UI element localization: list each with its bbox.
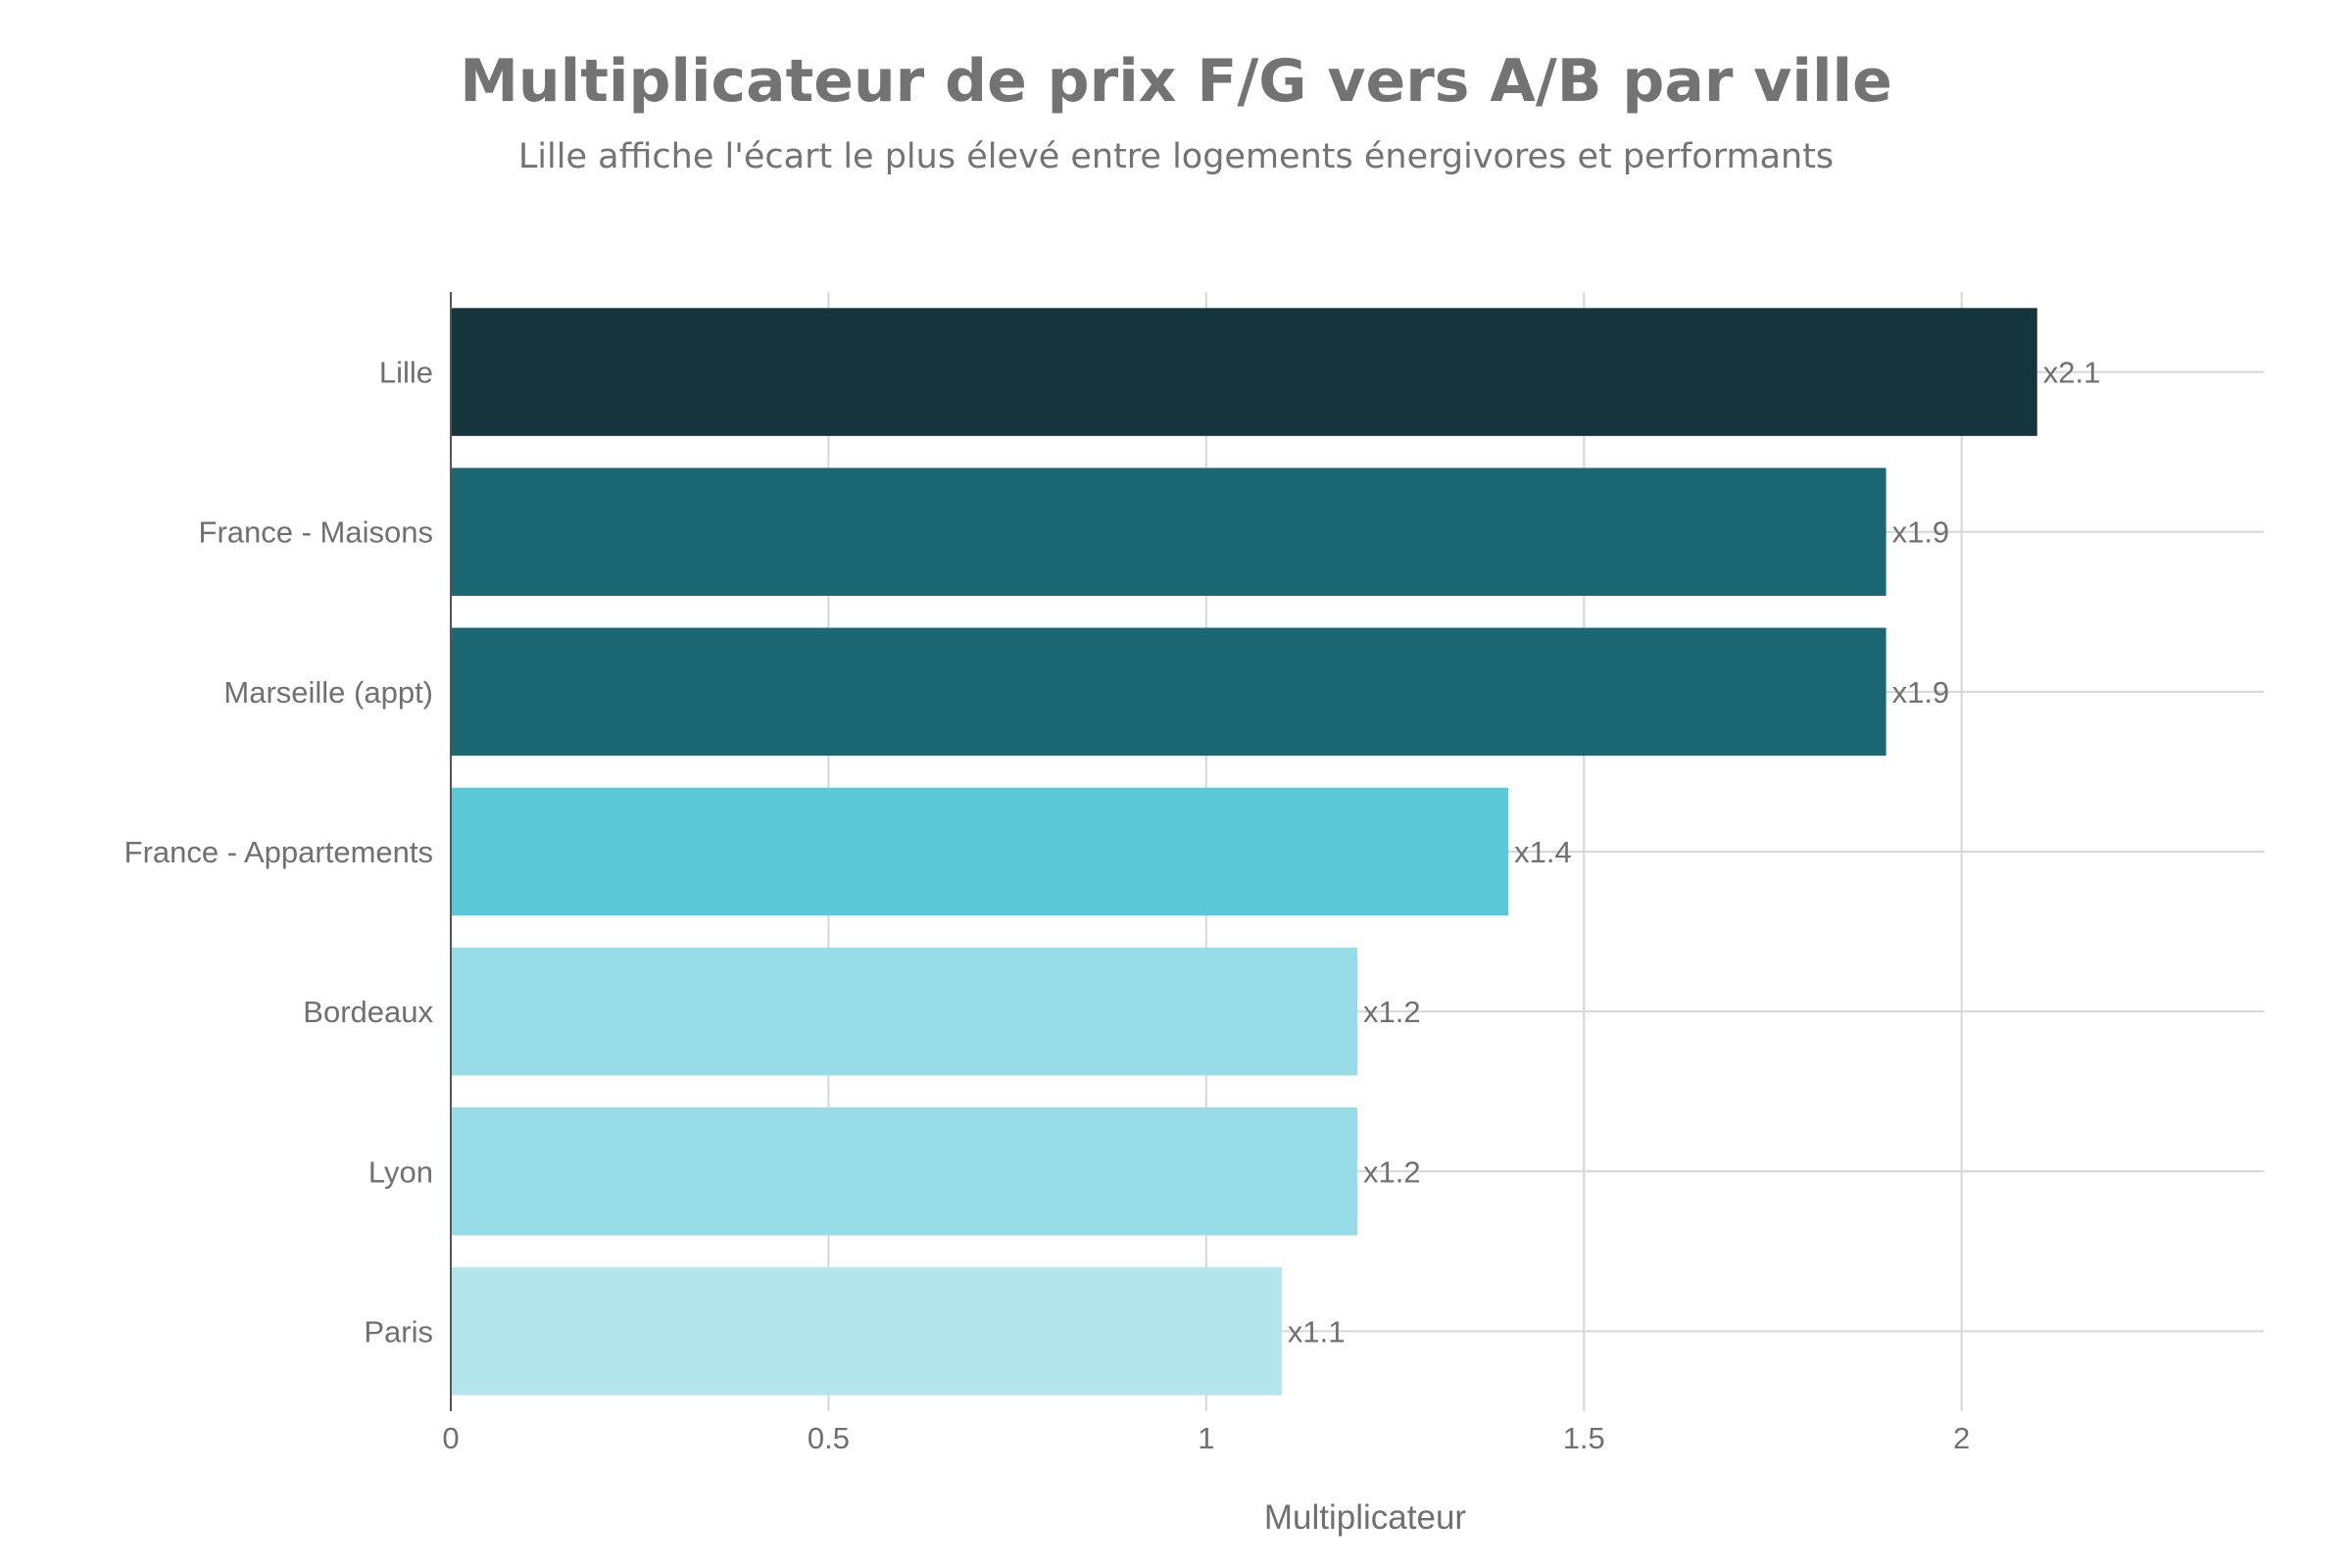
bar-0 xyxy=(451,308,2037,436)
x-tick-label-4: 2 xyxy=(1953,1421,1970,1455)
data-label-4: x1.2 xyxy=(1363,995,1421,1029)
data-label-6: x1.1 xyxy=(1288,1314,1346,1348)
bar-2 xyxy=(451,627,1886,757)
data-label-5: x1.2 xyxy=(1363,1154,1421,1189)
chart-title: Multiplicateur de prix F/G vers A/B par … xyxy=(460,47,1892,116)
x-tick-label-2: 1 xyxy=(1198,1421,1214,1455)
x-tick-label-1: 0.5 xyxy=(808,1421,850,1455)
x-tick-label-3: 1.5 xyxy=(1563,1421,1605,1455)
bar-4 xyxy=(451,947,1357,1076)
category-label-4: Bordeaux xyxy=(303,995,433,1029)
bar-5 xyxy=(451,1107,1357,1236)
data-label-2: x1.9 xyxy=(1892,675,1950,710)
x-tick-labels: 0 0.5 1 1.5 2 xyxy=(442,1421,1970,1455)
category-label-2: Marseille (appt) xyxy=(223,675,433,710)
data-label-0: x2.1 xyxy=(2043,356,2101,390)
x-axis-title: Multiplicateur xyxy=(1264,1498,1467,1537)
bar-6 xyxy=(451,1267,1282,1396)
bars xyxy=(451,308,2037,1396)
data-label-1: x1.9 xyxy=(1892,515,1950,550)
category-label-3: France - Appartements xyxy=(124,835,433,869)
category-labels: Lille France - Maisons Marseille (appt) Fra… xyxy=(124,356,434,1349)
bar-1 xyxy=(451,467,1886,596)
category-label-6: Paris xyxy=(364,1314,433,1348)
chart-subtitle: Lille affiche l'écart le plus élevé entr… xyxy=(517,137,1835,176)
category-label-1: France - Maisons xyxy=(199,515,433,550)
data-labels: x2.1 x1.9 x1.9 x1.4 x1.2 x1.2 x1.1 xyxy=(1288,356,2100,1349)
x-tick-label-0: 0 xyxy=(442,1421,459,1455)
category-label-0: Lille xyxy=(379,356,433,390)
data-label-3: x1.4 xyxy=(1514,835,1572,869)
bar-3 xyxy=(451,787,1509,916)
category-label-5: Lyon xyxy=(368,1154,433,1189)
